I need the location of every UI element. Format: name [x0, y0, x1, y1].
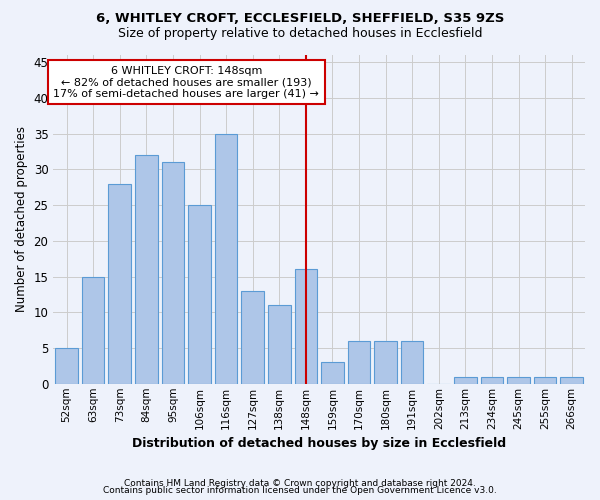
Bar	[241, 291, 264, 384]
Bar	[454, 376, 476, 384]
Bar	[348, 341, 370, 384]
Bar	[374, 341, 397, 384]
Text: 6, WHITLEY CROFT, ECCLESFIELD, SHEFFIELD, S35 9ZS: 6, WHITLEY CROFT, ECCLESFIELD, SHEFFIELD…	[96, 12, 504, 26]
Bar	[321, 362, 344, 384]
Bar	[109, 184, 131, 384]
Text: Size of property relative to detached houses in Ecclesfield: Size of property relative to detached ho…	[118, 28, 482, 40]
Bar	[55, 348, 78, 384]
Bar	[481, 376, 503, 384]
X-axis label: Distribution of detached houses by size in Ecclesfield: Distribution of detached houses by size …	[132, 437, 506, 450]
Bar	[161, 162, 184, 384]
Bar	[215, 134, 238, 384]
Bar	[560, 376, 583, 384]
Text: 6 WHITLEY CROFT: 148sqm
← 82% of detached houses are smaller (193)
17% of semi-d: 6 WHITLEY CROFT: 148sqm ← 82% of detache…	[53, 66, 319, 99]
Bar	[401, 341, 424, 384]
Bar	[135, 155, 158, 384]
Bar	[295, 270, 317, 384]
Bar	[534, 376, 556, 384]
Text: Contains public sector information licensed under the Open Government Licence v3: Contains public sector information licen…	[103, 486, 497, 495]
Y-axis label: Number of detached properties: Number of detached properties	[15, 126, 28, 312]
Text: Contains HM Land Registry data © Crown copyright and database right 2024.: Contains HM Land Registry data © Crown c…	[124, 478, 476, 488]
Bar	[82, 276, 104, 384]
Bar	[268, 305, 290, 384]
Bar	[507, 376, 530, 384]
Bar	[188, 205, 211, 384]
